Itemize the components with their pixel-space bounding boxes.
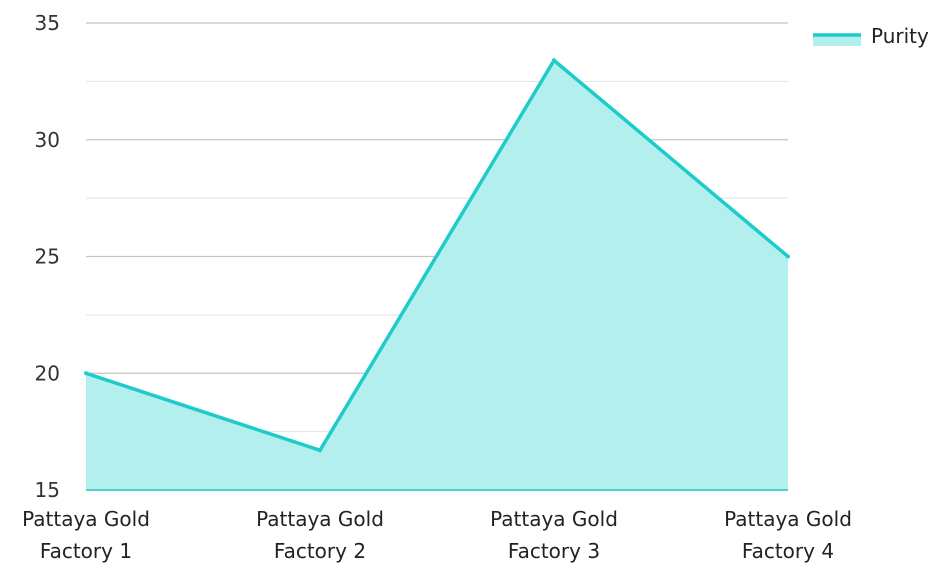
data-point-1 (84, 371, 88, 376)
data-point-3 (552, 58, 556, 63)
x-axis: Pattaya Gold Factory 1 Pattaya Gold Factory… (22, 489, 852, 563)
series-area (86, 60, 788, 491)
area-fill-purity (86, 60, 788, 491)
legend: Purity (813, 24, 929, 48)
y-axis: 15 20 25 30 35 (35, 11, 60, 502)
x-tick-label: Pattaya Gold Factory 3 (490, 507, 618, 563)
y-tick-label: 20 (35, 361, 60, 385)
x-tick-label: Pattaya Gold Factory 4 (724, 507, 852, 563)
series-line-purity (85, 57, 790, 453)
x-tick-label: Pattaya Gold Factory 2 (256, 507, 384, 563)
legend-label-purity: Purity (871, 24, 929, 48)
y-tick-label: 25 (35, 245, 60, 269)
y-tick-label: 15 (35, 478, 60, 502)
legend-swatch-fill (813, 35, 861, 46)
y-tick-label: 35 (35, 11, 60, 35)
y-tick-label: 30 (35, 128, 60, 152)
data-point-2 (318, 448, 322, 453)
x-tick-label: Pattaya Gold Factory 1 (22, 507, 150, 563)
series-line-group (84, 57, 790, 453)
data-point-4 (786, 254, 790, 259)
